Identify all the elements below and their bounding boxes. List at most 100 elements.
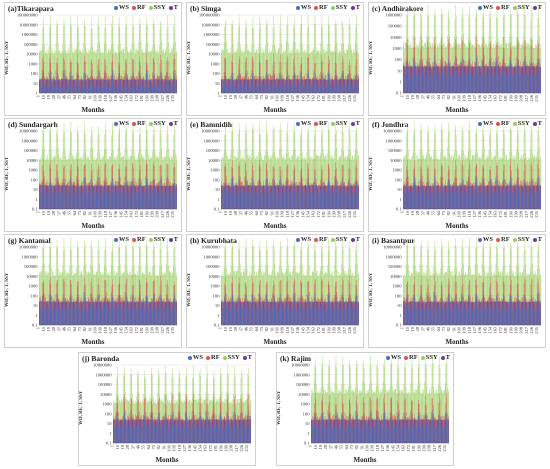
bar-ws (74, 192, 76, 209)
bar-ssy (321, 16, 323, 93)
bar-ws (48, 191, 49, 209)
bar-t (227, 79, 229, 93)
bar-ws (287, 177, 288, 209)
bar-ws (98, 178, 99, 209)
bar-ws (128, 193, 130, 209)
bar-ssy (316, 52, 317, 93)
bar-ws (417, 74, 418, 93)
bar-ssy (298, 49, 299, 93)
bar-ws (122, 193, 124, 209)
bar-ws (66, 86, 67, 93)
bar-ws (351, 87, 353, 93)
bar-ssy (165, 156, 167, 209)
bar-ws (440, 70, 441, 93)
bar-t (345, 78, 347, 93)
bar-ssy (348, 149, 349, 209)
bar-ssy (223, 42, 225, 93)
bar-ws (475, 63, 476, 93)
bar-ssy (163, 49, 164, 93)
bar-ssy (137, 154, 139, 209)
x-tick-label: 181 (503, 95, 508, 102)
bar-ssy (47, 159, 49, 209)
bar-ws (508, 74, 510, 93)
bar-ws (449, 69, 451, 93)
bar-t (47, 79, 49, 93)
legend-label: T (173, 4, 178, 11)
bar-t (131, 79, 132, 93)
x-tick-label: 226 (347, 94, 352, 101)
bar-ws (342, 180, 344, 209)
bar-t (297, 79, 298, 93)
bar-t (128, 80, 130, 93)
bar-ssy (133, 26, 134, 94)
bar-ssy (152, 46, 153, 93)
x-tick-label: 163 (129, 210, 134, 217)
bar-ssy (75, 158, 76, 209)
bar-ws (442, 69, 444, 93)
bar-ws (265, 181, 267, 209)
bar-ws (321, 72, 323, 93)
bar-ssy (80, 157, 81, 209)
bar-t (344, 79, 345, 93)
bar-ws (231, 73, 232, 93)
bar-ws (260, 181, 261, 209)
bar-ssy (344, 53, 346, 93)
bar-t (269, 79, 270, 93)
bar-ws (335, 176, 336, 209)
bar-ws (95, 86, 96, 93)
bar-ssy (116, 52, 118, 93)
bar-ws (444, 72, 445, 93)
bar-ws (316, 85, 317, 93)
bar-ssy (287, 16, 288, 93)
bar-ws (315, 182, 316, 209)
bar-ssy (348, 45, 349, 93)
bar-ws (297, 86, 298, 93)
bar-ssy (320, 42, 321, 93)
bar-ws (225, 182, 227, 209)
bar-ws (56, 76, 57, 93)
bar-t (61, 78, 62, 93)
bar-ws (105, 73, 106, 93)
bar-ssy (44, 43, 45, 93)
y-tick-label: 1 (35, 197, 38, 202)
bar-ws (337, 192, 339, 209)
bar-ws (147, 182, 148, 209)
bar-ws (228, 85, 229, 93)
bar-ws (69, 81, 70, 93)
bar-ssy (61, 51, 62, 93)
bar-ws (340, 191, 342, 209)
bar-ws (248, 191, 250, 209)
bar-ssy (159, 46, 160, 93)
bar-ws (345, 194, 347, 209)
bar-ssy (271, 51, 272, 93)
bar-ws (91, 76, 93, 93)
bar-ws (498, 76, 499, 93)
bar-ws (442, 60, 443, 93)
bar-ws (457, 73, 459, 93)
bar-ws (480, 73, 482, 93)
bar-t (277, 79, 278, 93)
bar-ssy (72, 51, 74, 93)
x-tick-label: 154 (306, 94, 311, 101)
bar-ws (499, 73, 500, 93)
bar-ws (116, 192, 117, 209)
bar-ssy (234, 52, 236, 93)
bar-ws (431, 74, 432, 93)
bar-ws (111, 76, 112, 93)
bar-ssy (103, 52, 104, 93)
bar-ssy (47, 48, 49, 93)
bar-ws (42, 75, 43, 93)
bar-ssy (66, 53, 68, 93)
bar-ssy (306, 51, 307, 93)
bar-ws (413, 59, 414, 93)
bar-ws (40, 192, 42, 209)
bar-ws (52, 193, 54, 209)
bar-ws (165, 85, 167, 93)
bar-ssy (57, 43, 59, 93)
bar-ws (163, 193, 164, 209)
bar-ssy (356, 24, 358, 93)
bar-ssy (254, 52, 255, 93)
bar-ws (67, 86, 69, 93)
bar-ws (426, 76, 427, 93)
